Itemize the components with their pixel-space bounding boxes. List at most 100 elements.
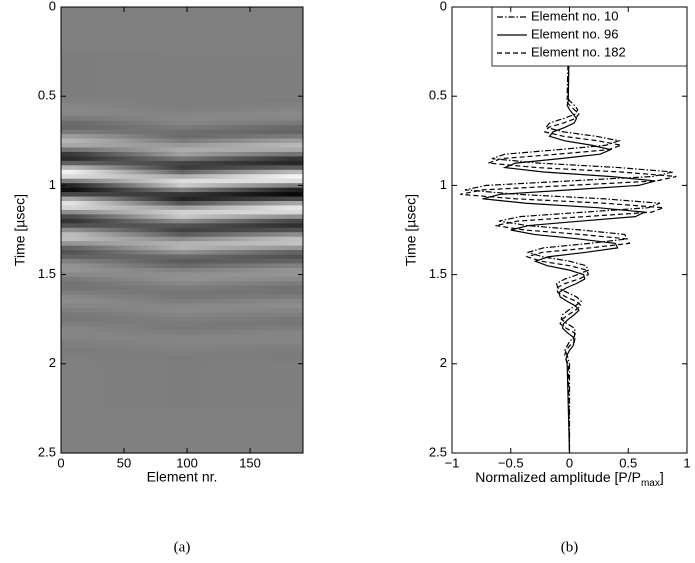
image-row xyxy=(61,232,303,238)
image-row xyxy=(61,312,303,318)
image-row xyxy=(61,201,303,207)
image-row xyxy=(61,348,303,354)
x-tick-label: 0 xyxy=(57,455,64,470)
image-row xyxy=(61,178,303,184)
image-row xyxy=(61,241,303,247)
x-tick-label: 0 xyxy=(566,455,573,470)
y-tick-label: 2 xyxy=(49,355,56,370)
x-tick-label: 0.5 xyxy=(619,455,637,470)
x-tick-label: 150 xyxy=(239,455,261,470)
image-row xyxy=(61,134,303,140)
image-row xyxy=(61,343,303,349)
image-row xyxy=(61,352,303,358)
image-row xyxy=(61,321,303,327)
image-row xyxy=(61,196,303,202)
image-row xyxy=(61,227,303,233)
image-row xyxy=(61,245,303,251)
y-tick-label: 1.5 xyxy=(429,266,447,281)
y-axis-label: Time [µsec] xyxy=(403,194,419,266)
image-row xyxy=(61,205,303,211)
image-row xyxy=(61,169,303,175)
image-row xyxy=(61,299,303,305)
image-row xyxy=(61,192,303,198)
x-axis-label: Element nr. xyxy=(147,469,218,485)
image-row xyxy=(61,254,303,260)
image-row xyxy=(61,294,303,300)
image-row xyxy=(61,316,303,323)
x-tick-label: 100 xyxy=(176,455,198,470)
image-row xyxy=(61,276,303,282)
image-row xyxy=(61,325,303,331)
image-row xyxy=(61,187,303,193)
image-row xyxy=(61,183,303,189)
image-row xyxy=(61,51,303,100)
image-row xyxy=(61,214,303,220)
image-row xyxy=(61,361,303,409)
image-row xyxy=(61,223,303,229)
image-row xyxy=(61,129,303,135)
image-row xyxy=(61,339,303,345)
image-row xyxy=(61,120,303,126)
trace xyxy=(482,6,656,454)
y-tick-label: 1 xyxy=(440,177,447,192)
y-tick-label: 0.5 xyxy=(38,88,56,103)
image-row xyxy=(61,174,303,180)
image-row xyxy=(61,281,303,287)
image-row xyxy=(61,263,303,269)
trace xyxy=(460,6,677,454)
image-row xyxy=(61,330,303,336)
y-tick-label: 1 xyxy=(49,177,56,192)
y-tick-label: 2.5 xyxy=(38,444,56,459)
y-tick-label: 2 xyxy=(440,355,447,370)
panel: Element no. 10 Element no. 96 Element no. … xyxy=(403,0,691,555)
image-row xyxy=(61,102,303,108)
x-tick-label: −1 xyxy=(445,455,460,470)
x-axis-label-part: Normalized amplitude [P/P xyxy=(475,469,641,485)
legend-label: Element no. 10 xyxy=(531,8,618,23)
y-tick-label: 0 xyxy=(440,0,447,13)
image-row xyxy=(61,125,303,131)
image-row xyxy=(61,107,303,113)
axes-frame xyxy=(451,6,688,454)
image-row xyxy=(61,285,303,291)
x-tick-label: 50 xyxy=(117,455,131,470)
x-axis-label-part: max xyxy=(641,478,660,489)
image-row xyxy=(61,308,303,314)
image-row xyxy=(61,209,303,215)
image-row xyxy=(61,272,303,278)
y-tick-label: 2.5 xyxy=(429,444,447,459)
legend-label: Element no. 96 xyxy=(531,26,618,41)
caption: (a) xyxy=(174,539,191,555)
image-row xyxy=(61,160,303,166)
image-row xyxy=(61,303,303,309)
y-axis-label: Time [µsec] xyxy=(12,194,28,266)
image-row xyxy=(61,151,303,158)
image-row xyxy=(61,147,303,153)
image-row xyxy=(61,250,303,256)
image-row xyxy=(61,7,303,53)
image-row xyxy=(61,236,303,242)
image-row xyxy=(61,267,303,273)
image-row xyxy=(61,258,303,265)
y-tick-label: 0 xyxy=(49,0,56,13)
image-row xyxy=(61,165,303,171)
x-tick-label: −0.5 xyxy=(498,455,524,470)
image-row xyxy=(61,290,303,296)
y-tick-label: 0.5 xyxy=(429,88,447,103)
x-axis-label: Normalized amplitude [P/Pmax] xyxy=(475,469,664,489)
image-row xyxy=(61,116,303,122)
image-row xyxy=(61,218,303,224)
legend-label: Element no. 182 xyxy=(531,44,626,59)
image-row xyxy=(61,143,303,149)
trace xyxy=(464,6,674,453)
image-row xyxy=(61,156,303,162)
y-tick-label: 1.5 xyxy=(38,266,56,281)
x-axis-label-part: ] xyxy=(660,469,664,485)
image-row xyxy=(61,111,303,117)
axes-frame xyxy=(60,6,304,454)
image-row xyxy=(61,98,303,104)
caption: (b) xyxy=(561,539,579,555)
image-row xyxy=(61,138,303,144)
x-tick-label: 1 xyxy=(683,455,690,470)
